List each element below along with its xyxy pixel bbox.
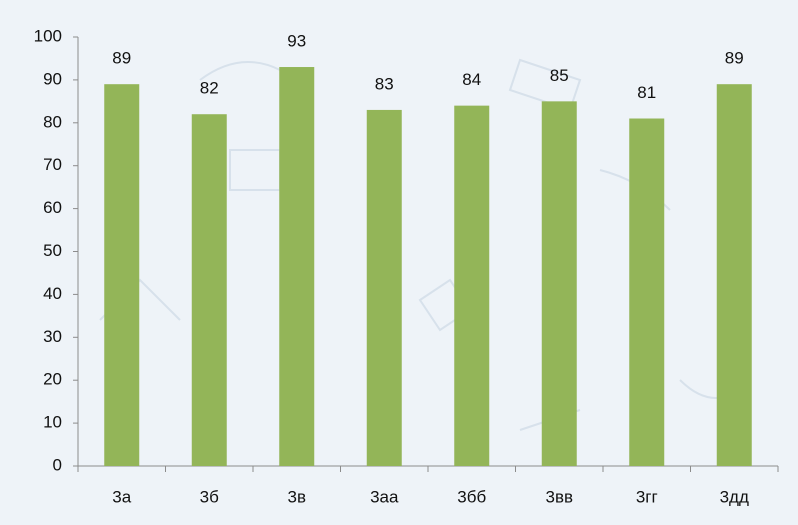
value-label: 83	[375, 74, 394, 93]
y-tick-label: 70	[43, 155, 62, 174]
value-label: 81	[637, 83, 656, 102]
x-tick-label: 3а	[112, 487, 131, 506]
x-tick-label: 3гг	[636, 487, 658, 506]
value-label: 89	[112, 49, 131, 68]
value-label: 82	[200, 79, 219, 98]
bar	[366, 109, 402, 467]
y-tick-label: 50	[43, 241, 62, 260]
y-tick-label: 90	[43, 69, 62, 88]
value-label: 89	[725, 49, 744, 68]
x-tick-label: 3вв	[545, 487, 573, 506]
y-tick-label: 30	[43, 327, 62, 346]
bar	[279, 67, 315, 466]
bar	[454, 105, 490, 466]
y-tick-label: 0	[53, 455, 62, 474]
x-tick-label: 3в	[288, 487, 307, 506]
y-tick-label: 80	[43, 112, 62, 131]
y-tick-label: 100	[34, 26, 62, 45]
value-label: 93	[287, 32, 306, 51]
value-label: 85	[550, 66, 569, 85]
bar	[629, 118, 665, 466]
bar	[191, 114, 227, 466]
x-tick-label: 3аа	[370, 487, 399, 506]
value-label: 84	[462, 70, 481, 89]
x-tick-label: 3дд	[720, 487, 749, 506]
y-tick-label: 60	[43, 198, 62, 217]
bar	[541, 101, 577, 466]
y-tick-label: 20	[43, 370, 62, 389]
x-tick-label: 3бб	[457, 487, 486, 506]
bar	[104, 84, 140, 466]
x-tick-label: 3б	[200, 487, 219, 506]
y-tick-label: 10	[43, 413, 62, 432]
bar	[716, 84, 752, 466]
y-tick-label: 40	[43, 284, 62, 303]
